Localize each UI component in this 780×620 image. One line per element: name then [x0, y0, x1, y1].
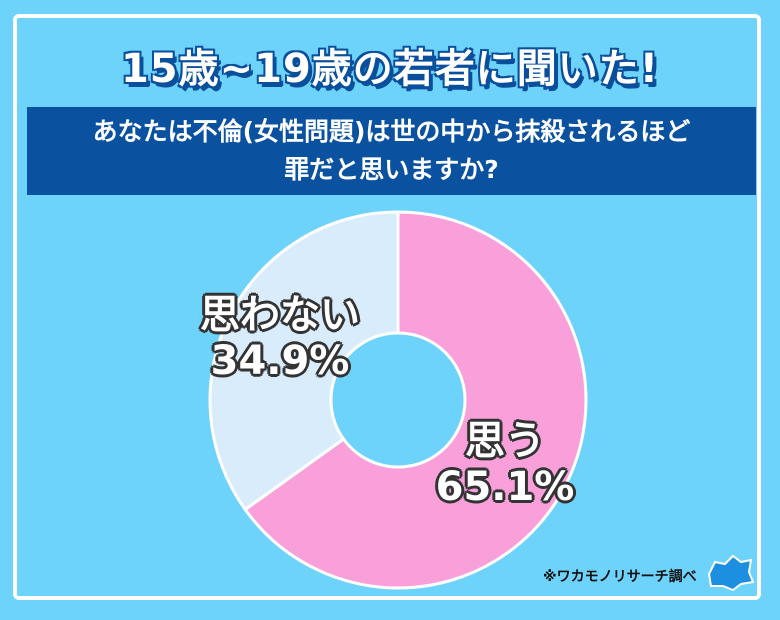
page-title: 15歳~19歳の若者に聞いた!: [120, 46, 660, 92]
question-box: あなたは不倫(女性問題)は世の中から抹殺されるほど 罪だと思いますか?: [27, 107, 756, 195]
question-line-1: あなたは不倫(女性問題)は世の中から抹殺されるほど: [92, 117, 691, 146]
label-yes-category: 思う: [465, 418, 545, 464]
label-yes: 思う 65.1%: [420, 418, 590, 510]
label-yes-value: 65.1%: [435, 464, 575, 510]
wakamono-research-logo: [707, 554, 755, 592]
donut-slice-yes: [243, 210, 588, 590]
donut-slice-no: [208, 210, 400, 512]
question-line-2: 罪だと思いますか?: [284, 155, 499, 184]
label-no-value: 34.9%: [210, 338, 350, 384]
label-no: 思わない 34.9%: [180, 292, 380, 384]
frame-panel: [13, 14, 761, 600]
source-note: ※ワカモノリサーチ調べ: [543, 569, 697, 585]
label-no-category: 思わない: [200, 292, 360, 338]
